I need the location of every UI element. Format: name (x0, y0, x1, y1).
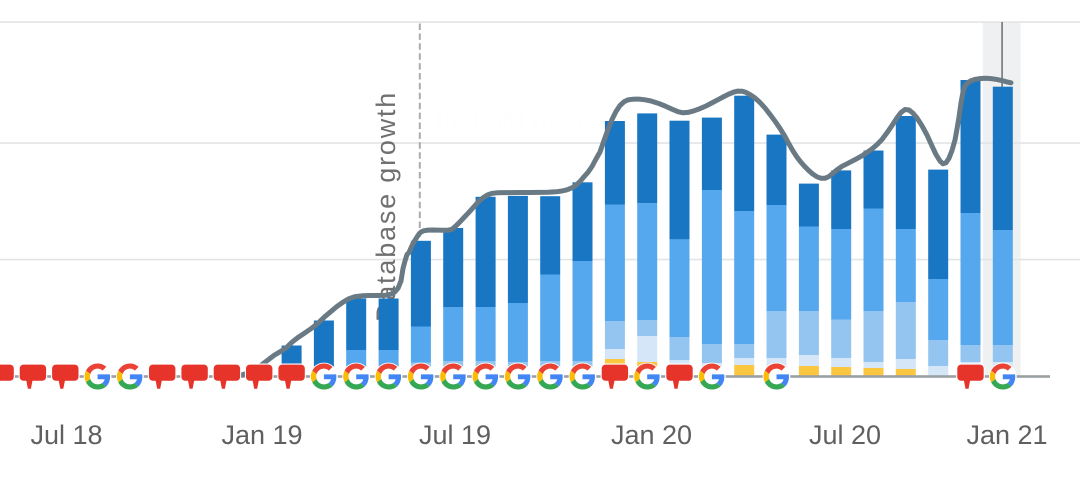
svg-text:Jul 20: Jul 20 (809, 420, 881, 450)
svg-text:Jan 19: Jan 19 (221, 420, 302, 450)
svg-text:Inst bM mest: Inst bM mest (436, 104, 591, 134)
svg-text:Database growth: Database growth (371, 91, 401, 322)
svg-text:Jan 20: Jan 20 (611, 420, 692, 450)
svg-text:Jul 18: Jul 18 (30, 420, 102, 450)
svg-text:Jan 21: Jan 21 (966, 420, 1047, 450)
svg-text:Jul 19: Jul 19 (419, 420, 491, 450)
